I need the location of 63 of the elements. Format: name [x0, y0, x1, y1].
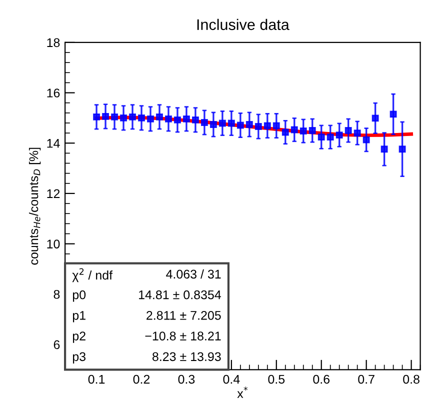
point — [210, 121, 217, 128]
point — [174, 116, 181, 124]
y-tick-label: 18 — [47, 38, 60, 48]
point — [129, 113, 136, 120]
point — [147, 115, 154, 122]
point — [165, 115, 172, 122]
x-tick-label: 0.2 — [133, 374, 150, 384]
point — [308, 127, 316, 134]
point — [111, 113, 118, 120]
x-tick-label: 0.4 — [223, 374, 240, 384]
point — [192, 116, 199, 124]
point — [372, 114, 379, 122]
annotation: 4.063 / 31 — [166, 269, 221, 279]
point — [236, 122, 244, 129]
point — [300, 128, 307, 134]
annotation: p0 — [72, 290, 86, 302]
point — [380, 146, 388, 153]
x-tick-label: 0.5 — [268, 374, 285, 384]
point — [246, 121, 253, 128]
point — [326, 134, 334, 141]
point — [93, 113, 100, 120]
x-axis-title: x$^{*}$ — [237, 386, 248, 398]
y-tick-label: 14 — [47, 139, 60, 148]
point — [156, 113, 163, 120]
y-tick-label: 6 — [54, 340, 60, 350]
x-tick-label: 0.3 — [178, 374, 195, 384]
point — [290, 126, 298, 134]
point — [398, 146, 406, 153]
point — [344, 127, 352, 134]
point — [336, 132, 343, 139]
point — [254, 123, 262, 130]
x-tick-label: 0.8 — [403, 374, 420, 384]
point — [218, 120, 226, 127]
point — [182, 115, 190, 122]
x-tick-label: 0.7 — [358, 374, 374, 384]
point — [228, 120, 235, 127]
annotation: χ$^{2}$ / ndf — [72, 268, 113, 282]
point — [120, 114, 127, 122]
y-tick-label: 10 — [47, 240, 60, 248]
annotation: p1 — [72, 311, 86, 322]
chart-title: Inclusive data — [197, 18, 290, 30]
point — [390, 110, 397, 118]
y-tick-label: 16 — [47, 88, 60, 98]
point — [272, 122, 280, 130]
annotation: 14.81 ± 0.8354 — [139, 290, 221, 300]
point — [102, 112, 109, 120]
point — [200, 118, 208, 126]
point — [362, 136, 370, 144]
y-axis-title: counts$_{He}$/counts$_{D}$ [%] — [28, 148, 41, 265]
point — [138, 114, 145, 122]
annotation: p3 — [72, 352, 86, 364]
x-tick-label: 0.6 — [313, 374, 330, 384]
annotation: p2 — [72, 332, 86, 343]
annotation: 8.23 ± 13.93 — [152, 352, 221, 362]
point — [354, 130, 361, 137]
y-tick-label: 12 — [47, 189, 60, 198]
point — [282, 128, 289, 136]
point — [264, 122, 271, 130]
y-tick-label: 8 — [54, 290, 60, 299]
point — [318, 134, 325, 141]
x-tick-label: 0.1 — [88, 374, 105, 384]
annotation: −10.8 ± 18.21 — [145, 332, 221, 340]
annotation: 2.811 ± 7.205 — [146, 310, 221, 320]
